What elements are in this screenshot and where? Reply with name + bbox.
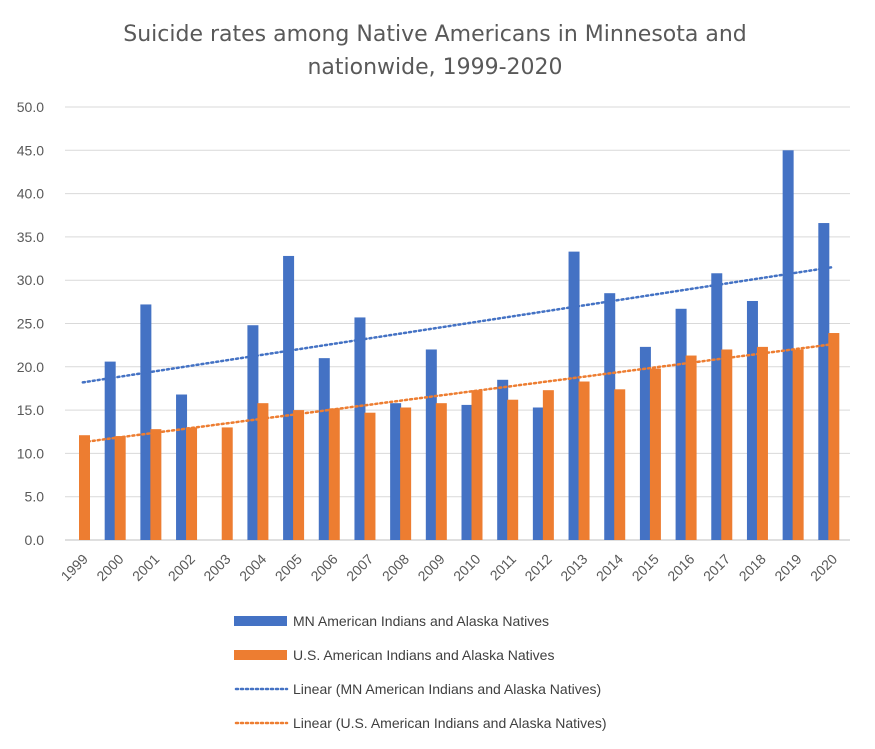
y-tick-label: 15.0 — [17, 402, 44, 418]
x-tick-label: 2002 — [165, 551, 198, 584]
x-tick-label: 2019 — [771, 551, 804, 584]
bar-us — [328, 408, 340, 540]
legend-trend-mn: Linear (MN American Indians and Alaska N… — [234, 681, 601, 697]
legend-mn-swatch — [234, 616, 287, 626]
y-tick-label: 0.0 — [25, 532, 45, 548]
bar-mn — [746, 300, 758, 540]
x-tick-label: 2020 — [807, 551, 840, 584]
bar-mn — [140, 304, 152, 540]
y-tick-label: 5.0 — [25, 489, 45, 505]
legend-mn-label: MN American Indians and Alaska Natives — [293, 613, 549, 629]
y-tick-label: 25.0 — [17, 316, 44, 332]
bar-mn — [318, 358, 330, 540]
legend-us-swatch — [234, 650, 287, 660]
bar-us — [649, 368, 661, 540]
bar-mn — [818, 223, 830, 540]
bar-us — [614, 389, 626, 540]
bar-us — [721, 349, 733, 540]
bar-us — [471, 390, 483, 540]
x-tick-label: 2011 — [487, 551, 520, 584]
bar-mn — [675, 308, 687, 540]
bar-mn — [176, 394, 188, 540]
bar-us — [293, 410, 305, 540]
bar-mn — [390, 403, 402, 540]
bar-us — [542, 390, 554, 540]
x-tick-label: 2018 — [736, 551, 769, 584]
bar-mn — [604, 293, 616, 540]
x-tick-label: 2010 — [450, 551, 483, 584]
bar-us — [435, 403, 447, 540]
bar-mn — [283, 255, 295, 540]
y-tick-label: 20.0 — [17, 359, 44, 375]
legend-trend-us-label: Linear (U.S. American Indians and Alaska… — [293, 715, 607, 731]
y-tick-label: 10.0 — [17, 445, 44, 461]
x-tick-label: 2005 — [272, 551, 305, 584]
bar-us — [578, 381, 590, 540]
y-tick-label: 35.0 — [17, 229, 44, 245]
bar-us — [756, 346, 768, 540]
bar-mn — [247, 325, 259, 540]
x-tick-label: 2003 — [200, 551, 233, 584]
x-tick-label: 2009 — [414, 551, 447, 584]
bar-mn — [425, 349, 437, 540]
bar-us — [792, 349, 804, 540]
bar-us — [186, 427, 198, 540]
x-tick-label: 2006 — [307, 551, 340, 584]
bar-us — [114, 436, 126, 540]
bar-mn — [639, 346, 651, 540]
legend-mn: MN American Indians and Alaska Natives — [234, 613, 549, 629]
x-tick-label: 2017 — [700, 551, 733, 584]
y-tick-label: 50.0 — [17, 99, 44, 115]
x-tick-label: 2016 — [664, 551, 697, 584]
x-tick-label: 2012 — [521, 551, 554, 584]
bar-us — [685, 355, 697, 540]
bar-mn — [461, 404, 473, 540]
legend-us-label: U.S. American Indians and Alaska Natives — [293, 647, 554, 663]
x-tick-label: 2001 — [129, 551, 162, 584]
bar-us — [150, 429, 162, 540]
x-tick-label: 2000 — [93, 551, 126, 584]
bar-us — [257, 403, 269, 540]
chart-title: Suicide rates among Native Americans in … — [123, 22, 747, 80]
y-tick-label: 30.0 — [17, 272, 44, 288]
bar-mn — [568, 251, 580, 540]
x-tick-label: 2013 — [557, 551, 590, 584]
x-tick-label: 2008 — [379, 551, 412, 584]
bar-mn — [782, 150, 794, 541]
x-tick-label: 2015 — [629, 551, 662, 584]
bar-us — [79, 435, 90, 540]
legend-trend-us: Linear (U.S. American Indians and Alaska… — [234, 715, 607, 731]
bar-us — [828, 333, 840, 540]
y-tick-label: 40.0 — [17, 186, 44, 202]
bar-us — [400, 407, 412, 540]
trendline-us — [81, 343, 834, 444]
y-tick-label: 45.0 — [17, 142, 44, 158]
x-tick-label: 2007 — [343, 551, 376, 584]
bar-mn — [104, 361, 116, 540]
x-tick-label: 2014 — [593, 551, 626, 584]
x-tick-label: 1999 — [58, 551, 91, 584]
legend-trend-mn-label: Linear (MN American Indians and Alaska N… — [293, 681, 601, 697]
bar-us — [364, 412, 376, 540]
bar-us — [507, 399, 519, 540]
bar-us — [221, 427, 233, 540]
bar-mn — [532, 407, 544, 540]
bar-mn — [354, 317, 366, 540]
bar-mn — [711, 273, 723, 540]
trendline-mn — [81, 265, 834, 384]
legend-us: U.S. American Indians and Alaska Natives — [234, 647, 554, 663]
bar-mn — [497, 379, 509, 540]
x-tick-label: 2004 — [236, 551, 269, 584]
